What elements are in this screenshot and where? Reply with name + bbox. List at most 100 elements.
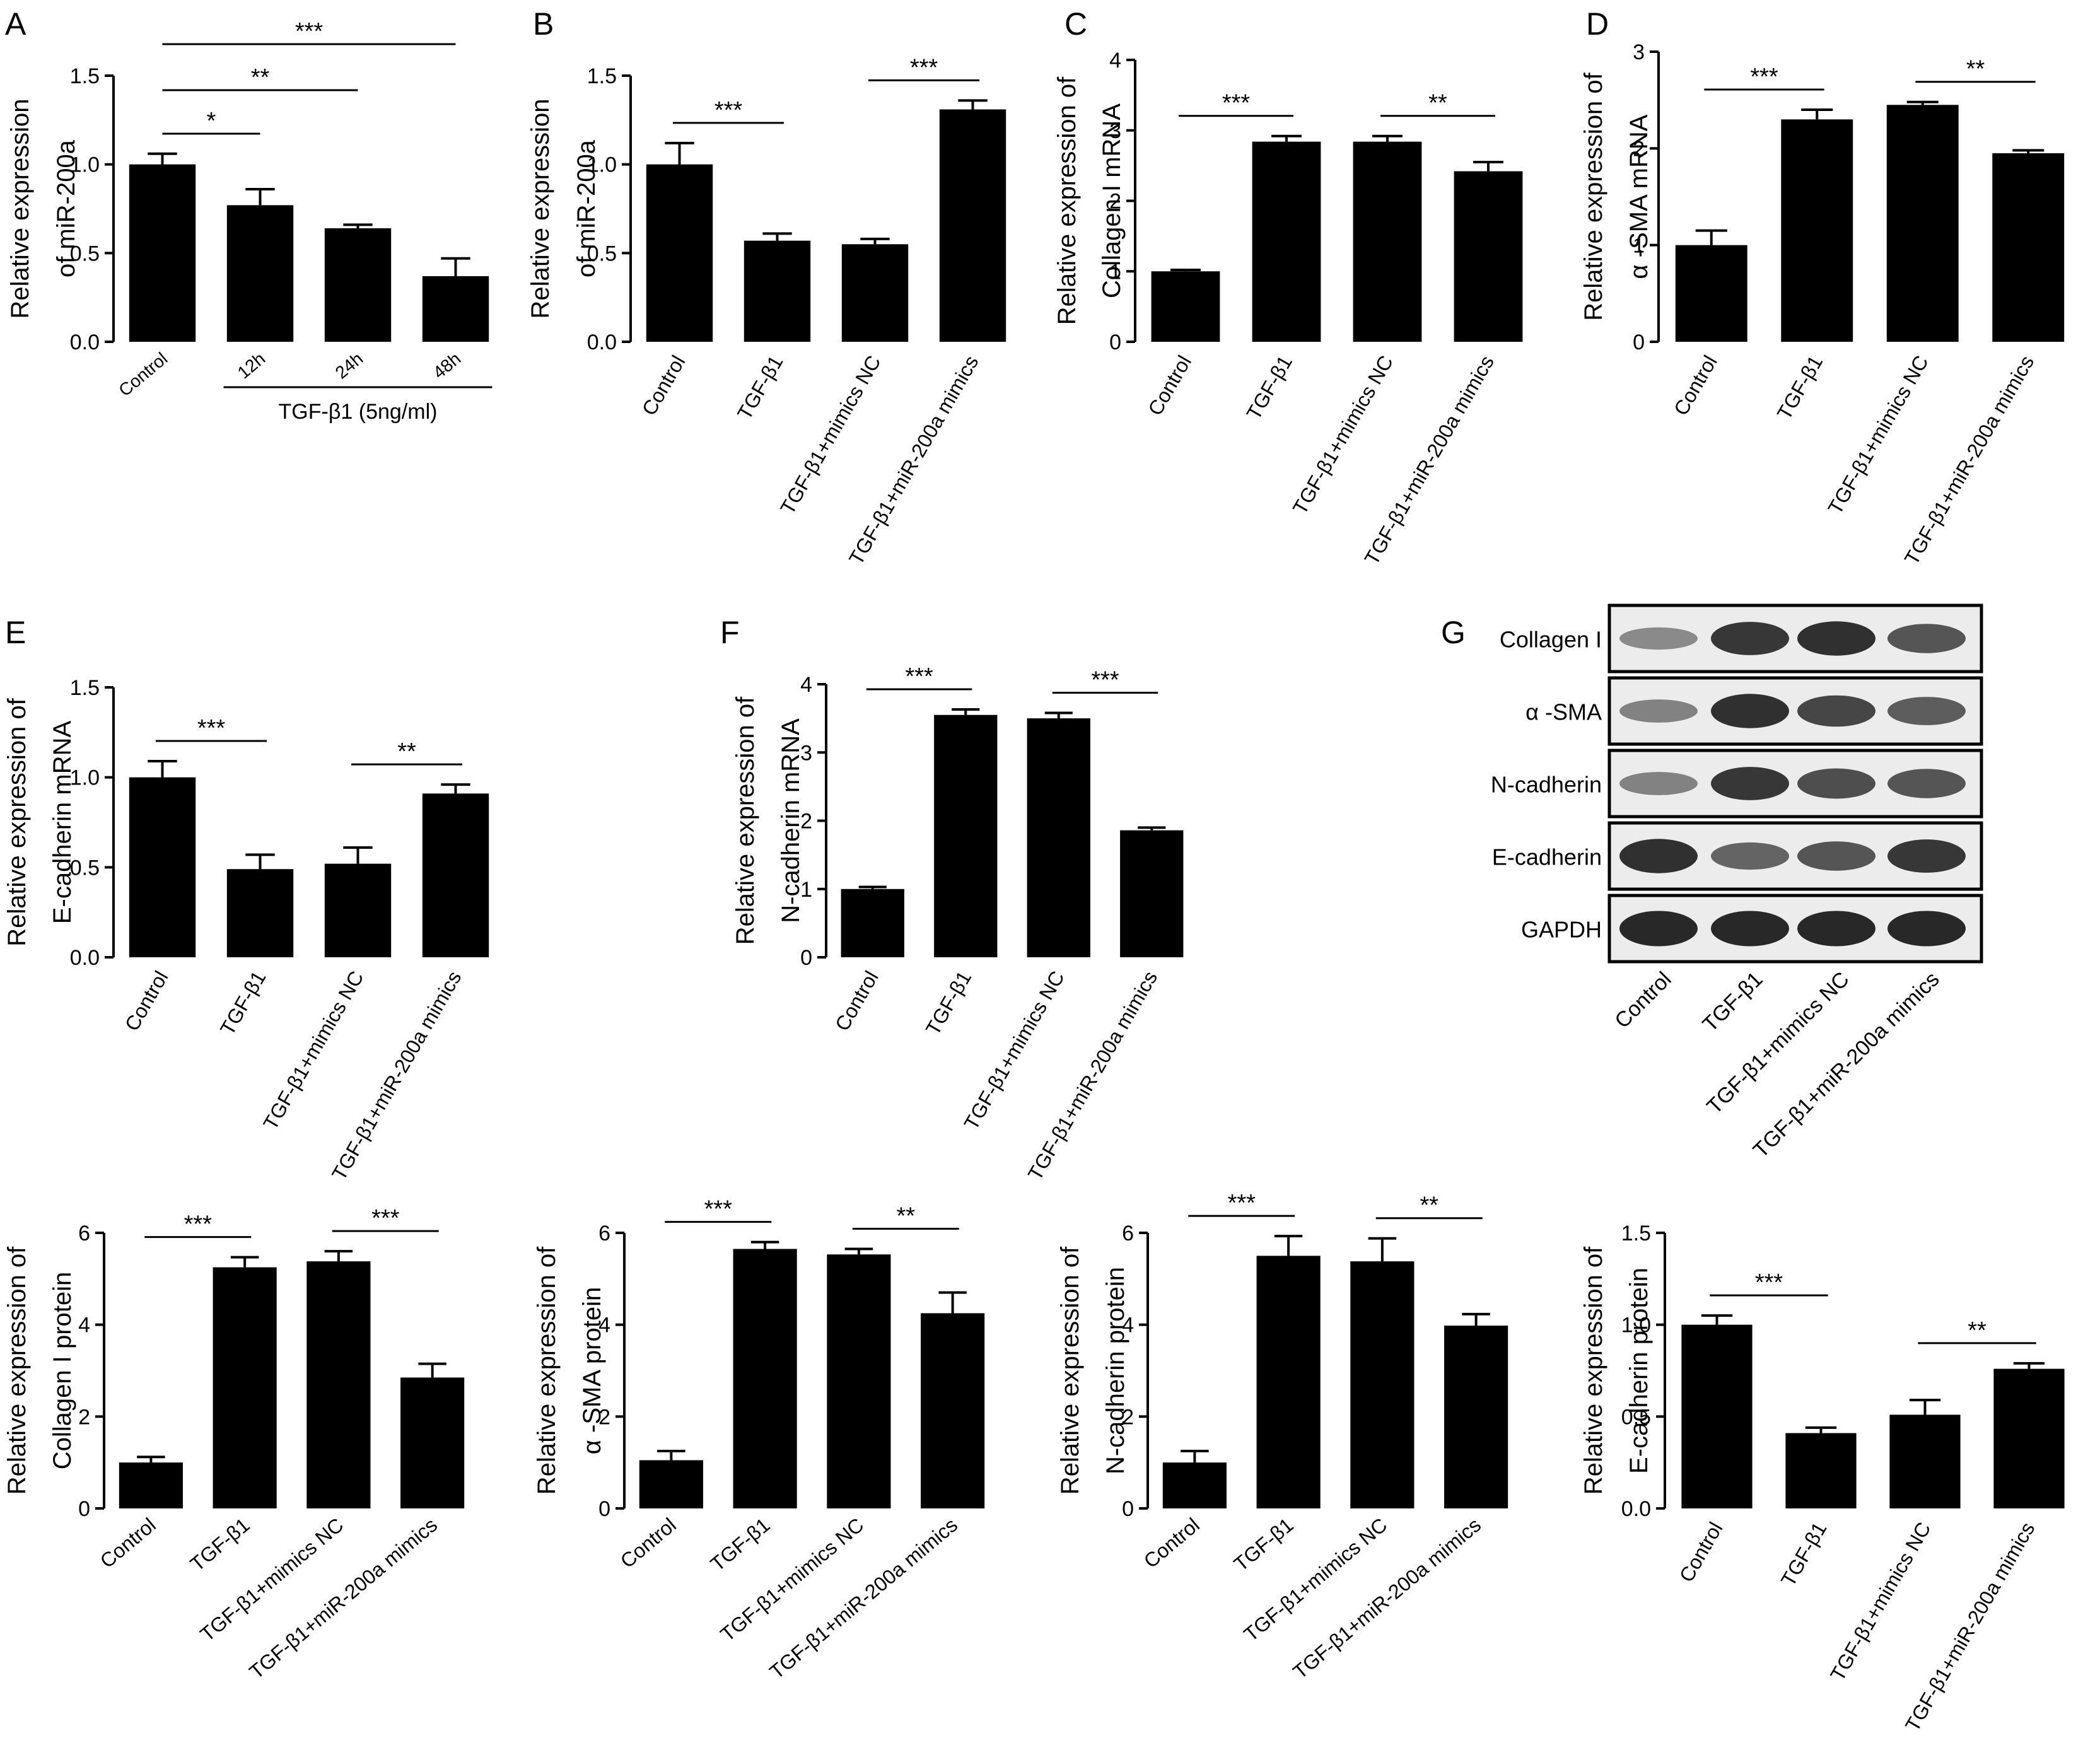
y-tick-label: 0 [598, 1497, 610, 1521]
x-tick-label: 24h [332, 349, 367, 383]
bar [119, 1462, 183, 1508]
x-tick-label: Control [96, 1513, 160, 1573]
y-tick-label: 0 [1109, 330, 1121, 354]
x-tick-label: TGF-β1 [1242, 352, 1297, 424]
x-tick-label: Control [1669, 352, 1722, 419]
significance-mark: *** [1228, 1190, 1256, 1216]
blot-row-label: Collagen I [1500, 627, 1602, 653]
bar [129, 164, 196, 342]
blot-band [1619, 911, 1698, 947]
bar [1886, 105, 1959, 342]
y-tick-label: 6 [598, 1222, 610, 1245]
chart-panel-protein-4: 0.0 0.5 1.0 1.5 Relative expression of E-cadh… [1580, 1222, 2065, 1735]
significance-mark: ** [397, 738, 416, 765]
y-axis-label: Relative expression of [1580, 72, 1607, 320]
western-blot-panel: G Collagen I α -SMA N-cadherin E-cadherin GAP… [1441, 603, 1983, 1163]
panel-label: F [720, 615, 740, 650]
y-tick-label: 1.0 [1621, 1314, 1651, 1338]
blot-band [1797, 841, 1875, 871]
x-tick-label: TGF-β1 [216, 967, 271, 1039]
bar [841, 244, 909, 342]
x-tick-label: Control [1140, 1513, 1204, 1573]
chart-panel-protein-2: 0 2 4 6 Relative expression of α -SMA protein… [533, 1196, 985, 1684]
bar [324, 863, 392, 957]
bar [1785, 1433, 1857, 1508]
bar [1120, 830, 1184, 957]
group-label: TGF-β1 (5ng/ml) [279, 400, 438, 424]
y-axis-label: Relative expression of [3, 1246, 31, 1495]
significance-mark: * [207, 108, 216, 134]
y-tick-label: 1.5 [70, 676, 100, 700]
x-tick-label: TGF-β1+miR-200a mimics [765, 1513, 962, 1684]
bar [1889, 1414, 1961, 1508]
panel-label: G [1441, 615, 1466, 650]
x-tick-label: TGF-β1 [1776, 1519, 1831, 1590]
y-tick-label: 0.5 [587, 242, 617, 265]
significance-mark: *** [1091, 667, 1119, 693]
y-tick-label: 2 [78, 1405, 90, 1429]
y-axis-label: α -SMA mRNA [1625, 114, 1653, 279]
y-tick-label: 3 [1633, 40, 1645, 64]
y-tick-label: 0 [800, 946, 812, 970]
x-tick-label: Control [120, 967, 173, 1035]
x-tick-label: TGF-β1 [706, 1513, 774, 1576]
y-tick-label: 3 [1109, 119, 1121, 143]
y-tick-label: 2 [598, 1405, 610, 1429]
x-tick-label: TGF-β1 [1230, 1513, 1298, 1576]
significance-mark: *** [715, 97, 743, 124]
y-axis-label: Relative expression of [1056, 1246, 1084, 1495]
blot-row-label: N-cadherin [1491, 772, 1602, 798]
bar [827, 1254, 891, 1508]
y-axis-label: Relative expression [6, 98, 34, 318]
bar [1350, 1261, 1415, 1508]
y-tick-label: 1.0 [587, 153, 617, 177]
y-axis-label: α -SMA protein [578, 1287, 606, 1454]
y-tick-label: 0 [1122, 1497, 1134, 1521]
y-tick-label: 4 [1109, 49, 1121, 73]
blot-band [1711, 694, 1789, 728]
panel-label: B [533, 6, 554, 42]
panel-label: A [5, 6, 26, 42]
blot-band [1887, 697, 1966, 725]
bar [939, 109, 1006, 342]
significance-mark: *** [184, 1211, 213, 1238]
y-tick-label: 4 [800, 673, 812, 697]
chart-panel-D: D 0 1 2 3 Relative expression of α -SMA mRNA Co… [1580, 6, 2065, 569]
blot-band [1797, 768, 1875, 799]
y-axis-label: N-cadherin protein [1102, 1267, 1129, 1474]
bar [1993, 1368, 2065, 1508]
significance-mark: *** [704, 1196, 733, 1223]
y-tick-label: 1 [800, 878, 812, 902]
blot-band [1619, 627, 1698, 650]
y-tick-label: 2 [1109, 190, 1121, 214]
bar [1151, 271, 1220, 342]
y-tick-label: 4 [1122, 1314, 1134, 1338]
y-tick-label: 2 [1633, 137, 1645, 161]
x-tick-label: TGF-β1 [733, 352, 788, 424]
blot-lane-label: TGF-β1 [1698, 967, 1768, 1037]
x-tick-label: 12h [234, 349, 269, 383]
bar [1256, 1256, 1321, 1508]
x-tick-label: 48h [429, 349, 465, 383]
chart-panel-C: C 0 1 2 3 4 Relative expression of Collagen I m… [1053, 6, 1523, 569]
y-tick-label: 1.5 [70, 64, 100, 88]
bar [1992, 153, 2065, 342]
x-tick-label: TGF-β1+mimics NC [960, 967, 1069, 1134]
y-axis-label: of miR-200a [52, 139, 80, 277]
x-tick-label: TGF-β1+miR-200a mimics [1900, 352, 2039, 569]
bar [1252, 141, 1321, 342]
significance-mark: ** [1968, 1317, 1986, 1344]
bar [400, 1377, 465, 1508]
y-tick-label: 0 [78, 1497, 90, 1521]
bar [1027, 718, 1090, 957]
x-tick-label: Control [115, 349, 171, 400]
y-axis-label: N-cadherin mRNA [777, 718, 805, 923]
significance-mark: ** [251, 64, 270, 91]
chart-panel-F: F 0 1 2 3 4 Relative expression of N-cadherin m… [720, 615, 1184, 1184]
bar [646, 164, 713, 342]
blot-band [1711, 767, 1789, 800]
bar [841, 889, 904, 957]
blot-band [1797, 695, 1875, 727]
y-tick-label: 1.0 [70, 766, 100, 790]
